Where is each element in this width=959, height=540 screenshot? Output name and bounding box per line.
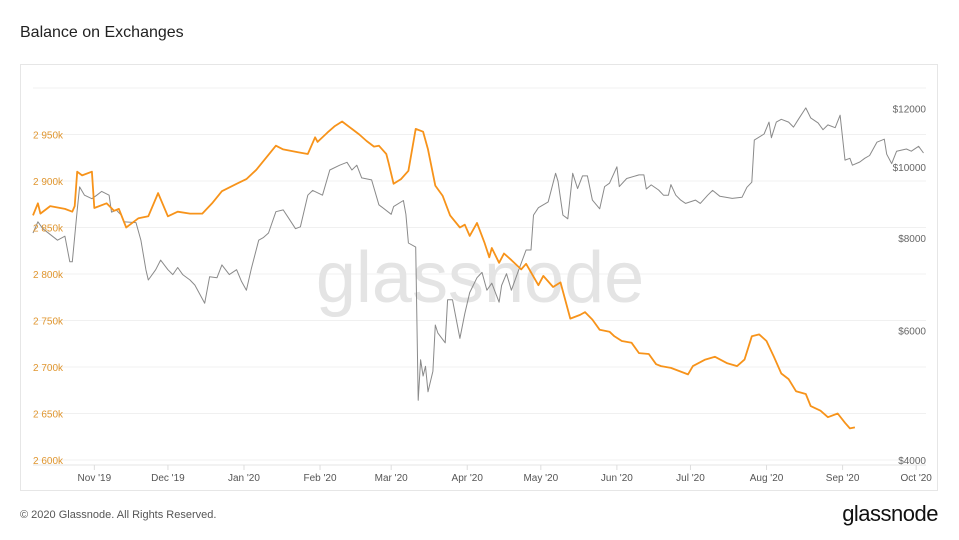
x-axis-tick-label: Jan '20: [228, 473, 260, 484]
right-axis-tick-label: $6000: [898, 326, 926, 337]
x-axis-tick-label: Mar '20: [375, 473, 408, 484]
balance-line: [32, 120, 856, 430]
left-axis-tick-label: 2 950k: [33, 131, 64, 142]
x-axis-tick-label: Oct '20: [900, 473, 932, 484]
price-line: [32, 107, 924, 401]
x-axis-tick-label: Jun '20: [601, 473, 633, 484]
series-group: [32, 107, 924, 430]
x-axis-tick-label: Jul '20: [676, 473, 705, 484]
x-axis-tick-label: Sep '20: [826, 473, 860, 484]
chart-title: Balance on Exchanges: [20, 24, 184, 41]
left-axis-tick-label: 2 650k: [33, 410, 64, 421]
left-axis-tick-label: 2 700k: [33, 363, 64, 374]
right-axis-tick-label: $10000: [893, 163, 927, 174]
right-axis-tick-label: $4000: [898, 456, 926, 467]
right-axis-tick-label: $12000: [893, 104, 927, 115]
x-axis-tick-label: Aug '20: [750, 473, 784, 484]
watermark: glassnode: [316, 238, 644, 318]
left-axis-tick-label: 2 900k: [33, 177, 64, 188]
axis-labels: 2 600k 2 650k 2 700k 2 750k 2 800k 2 850k 2 90…: [33, 104, 932, 484]
right-axis-tick-label: $8000: [898, 234, 926, 245]
chart-card: [20, 64, 938, 491]
left-axis-tick-label: 2 800k: [33, 270, 64, 281]
x-axis-tick-label: Nov '19: [78, 473, 112, 484]
x-axis-tick-label: Dec '19: [151, 473, 185, 484]
left-axis-tick-label: 2 600k: [33, 456, 64, 467]
x-axis-tick-label: Feb '20: [304, 473, 337, 484]
left-axis-tick-label: 2 850k: [33, 224, 64, 235]
x-axis-tick-label: Apr '20: [452, 473, 484, 484]
x-axis-tick-label: May '20: [523, 473, 558, 484]
copyright-footer: © 2020 Glassnode. All Rights Reserved.: [20, 509, 217, 521]
left-axis-tick-label: 2 750k: [33, 317, 64, 328]
glassnode-logo[interactable]: glassnode: [842, 501, 938, 526]
